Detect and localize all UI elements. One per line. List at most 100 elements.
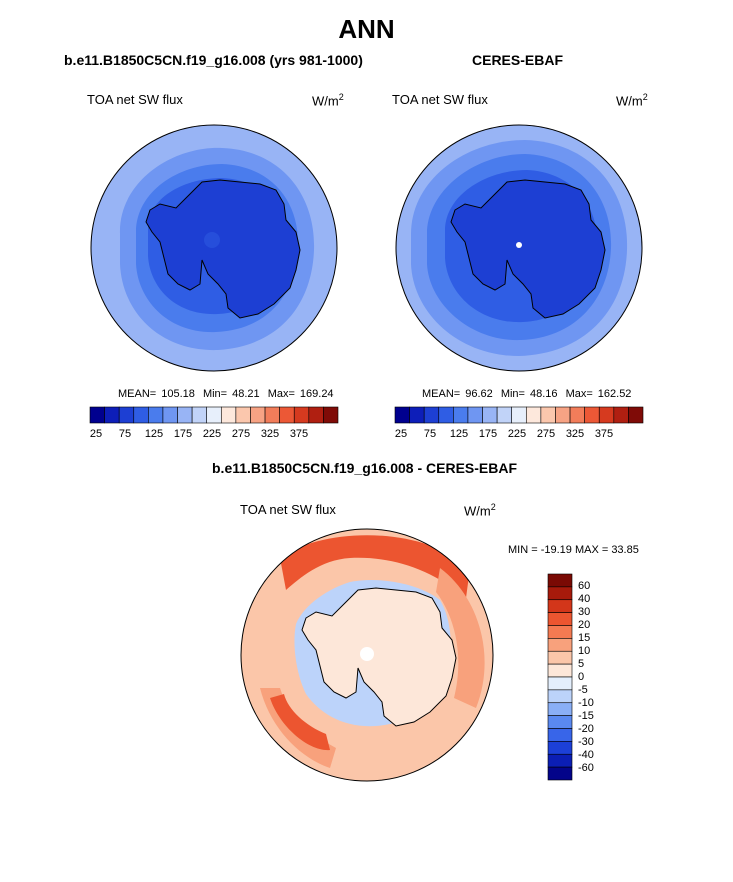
panel-2-colorbar	[394, 406, 644, 424]
colorbar-swatch	[220, 406, 237, 424]
cb3-tick: -20	[578, 723, 594, 735]
colorbar-swatch	[547, 753, 573, 768]
cb1-tick: 25	[89, 428, 103, 440]
cb1-tick: 325	[260, 428, 280, 440]
panel-1-max-label: Max=	[267, 388, 295, 400]
colorbar-swatch	[308, 406, 324, 424]
colorbar-swatch	[191, 406, 208, 424]
panel-1-colorbar	[89, 406, 339, 424]
colorbar-swatch	[511, 406, 527, 424]
panel-3-units: W/m2	[464, 502, 496, 519]
cb2-tick: 325	[565, 428, 585, 440]
panel-2-title: CERES-EBAF	[472, 52, 564, 68]
panel-1-max: 169.24	[299, 388, 334, 400]
panel-2-min-label: Min=	[500, 388, 525, 400]
colorbar-swatch	[613, 406, 629, 424]
cb3-tick: -5	[578, 684, 588, 696]
cb1-tick: 125	[144, 428, 164, 440]
map-antarctica	[450, 179, 606, 319]
colorbar-swatch	[525, 406, 542, 424]
colorbar-swatch	[279, 406, 295, 424]
panel-2-max: 162.52	[597, 388, 632, 400]
cb1-tick: 225	[202, 428, 222, 440]
colorbar-swatch	[496, 406, 513, 424]
panel-1-colorbar-ticks: 25 75 125 175 225 275 325 375	[90, 428, 338, 442]
colorbar-swatch	[133, 406, 149, 424]
cb2-tick: 75	[423, 428, 437, 440]
cb1-tick: 375	[289, 428, 309, 440]
colorbar-swatch	[628, 406, 644, 424]
panel-1-stats: MEAN= 105.18 Min= 48.21 Max= 169.24	[118, 388, 339, 400]
colorbar-swatch	[547, 586, 573, 601]
cb3-tick: -10	[578, 697, 594, 709]
panel-3-variable: TOA net SW flux	[240, 502, 336, 517]
map-antarctica-interior	[204, 232, 220, 248]
colorbar-swatch	[453, 406, 469, 424]
colorbar-swatch	[250, 406, 266, 424]
cb2-tick: 175	[478, 428, 498, 440]
cb2-tick: 275	[536, 428, 556, 440]
colorbar-swatch	[547, 625, 573, 639]
cb2-tick: 125	[449, 428, 469, 440]
colorbar-swatch	[547, 638, 573, 652]
cb3-tick: 40	[578, 593, 591, 605]
cb3-tick: 15	[578, 632, 591, 644]
colorbar-swatch	[162, 406, 178, 424]
panel-2-min: 48.16	[529, 388, 558, 400]
map-warm-band-north	[280, 535, 470, 598]
panel-1-min: 48.21	[232, 388, 260, 400]
colorbar-swatch	[409, 406, 425, 424]
panel-3-colorbar-ticks: 60 40 30 20 15 10 5 0 -5 -10 -15 -20 -30…	[578, 574, 618, 780]
colorbar-swatch	[547, 741, 573, 755]
colorbar-swatch	[569, 406, 585, 424]
panel-1-map	[90, 124, 338, 372]
panel-2-units: W/m2	[616, 92, 648, 109]
panel-1-mean-label: MEAN=	[118, 388, 157, 400]
panel-3-minmax: MIN = -19.19 MAX = 33.85	[508, 544, 639, 556]
cb3-tick: -40	[578, 749, 594, 761]
colorbar-swatch	[540, 406, 556, 424]
colorbar-swatch	[104, 406, 120, 424]
colorbar-swatch	[293, 406, 310, 424]
cb3-tick: -15	[578, 710, 594, 722]
colorbar-swatch	[547, 702, 573, 716]
panel-2-variable: TOA net SW flux	[392, 92, 488, 107]
cb3-tick: -30	[578, 736, 594, 748]
panel-2-stats: MEAN= 96.62 Min= 48.16 Max= 162.52	[422, 388, 636, 400]
map-warm-patch-sw	[270, 694, 330, 751]
colorbar-swatch	[323, 406, 339, 424]
panel-1-mean: 105.18	[161, 388, 195, 400]
cb1-tick: 175	[173, 428, 193, 440]
figure-title: ANN	[338, 14, 395, 44]
colorbar-swatch	[555, 406, 571, 424]
colorbar-swatch	[547, 612, 573, 626]
panel-1-min-label: Min=	[202, 388, 228, 400]
colorbar-swatch	[547, 599, 573, 613]
cb3-tick: 0	[578, 671, 585, 683]
colorbar-swatch	[584, 406, 600, 424]
cb1-tick: 275	[231, 428, 251, 440]
colorbar-swatch	[177, 406, 193, 424]
colorbar-swatch	[438, 406, 454, 424]
cb3-tick: 30	[578, 606, 591, 618]
colorbar-swatch	[547, 766, 573, 781]
colorbar-swatch	[598, 406, 615, 424]
colorbar-swatch	[547, 689, 573, 704]
colorbar-swatch	[264, 406, 280, 424]
panel-1-title: b.e11.B1850C5CN.f19_g16.008 (yrs 981-100…	[64, 52, 363, 68]
panel-3-title: b.e11.B1850C5CN.f19_g16.008 - CERES-EBAF	[212, 460, 518, 476]
colorbar-swatch	[206, 406, 222, 424]
panel-2-map	[395, 124, 643, 372]
map-pole-hole	[516, 242, 522, 248]
panel-3-colorbar	[547, 573, 573, 781]
colorbar-swatch	[423, 406, 440, 424]
colorbar-swatch	[118, 406, 135, 424]
cb3-tick: 10	[578, 645, 591, 657]
colorbar-swatch	[547, 663, 573, 678]
panel-1-units: W/m2	[312, 92, 344, 109]
colorbar-swatch	[547, 676, 573, 691]
colorbar-swatch	[89, 406, 105, 424]
panel-1-variable: TOA net SW flux	[87, 92, 183, 107]
cb2-tick: 225	[507, 428, 527, 440]
cb2-tick: 375	[594, 428, 614, 440]
